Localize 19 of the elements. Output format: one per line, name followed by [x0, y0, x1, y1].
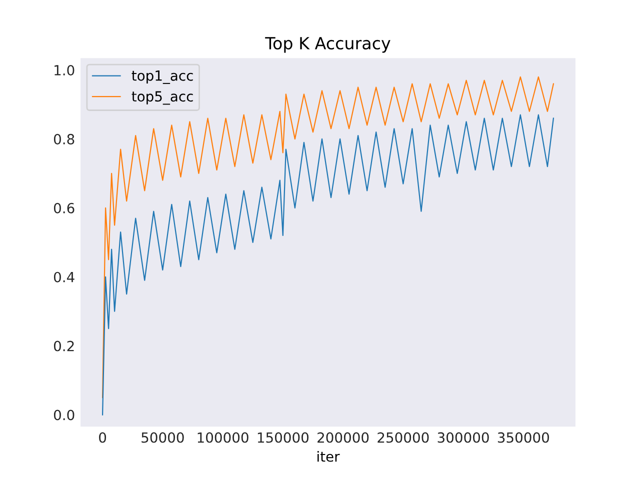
x-tick-label: 100000 — [198, 432, 248, 443]
legend-label: top1_acc — [132, 70, 193, 84]
x-tick-label: 0 — [99, 432, 106, 443]
x-tick-label: 350000 — [498, 432, 549, 443]
x-tick-label: 150000 — [258, 432, 308, 443]
x-tick-label: 50000 — [142, 432, 184, 443]
y-tick-label: 0.0 — [54, 410, 74, 420]
y-tick-label: 0.8 — [54, 134, 74, 144]
x-tick-label: 250000 — [378, 432, 429, 443]
line-series — [102, 114, 554, 416]
x-tick-label: 300000 — [438, 432, 489, 443]
y-tick-label: 1.0 — [54, 64, 74, 76]
legend-label: top5_acc — [132, 91, 193, 105]
x-axis-title: iter — [318, 451, 340, 462]
y-tick-label: 0.6 — [54, 202, 74, 214]
chart-title: Top K Accuracy — [265, 37, 390, 53]
y-tick-label: 0.2 — [54, 340, 74, 352]
y-tick-label: 0.4 — [54, 272, 74, 282]
x-tick-label: 200000 — [318, 432, 369, 443]
